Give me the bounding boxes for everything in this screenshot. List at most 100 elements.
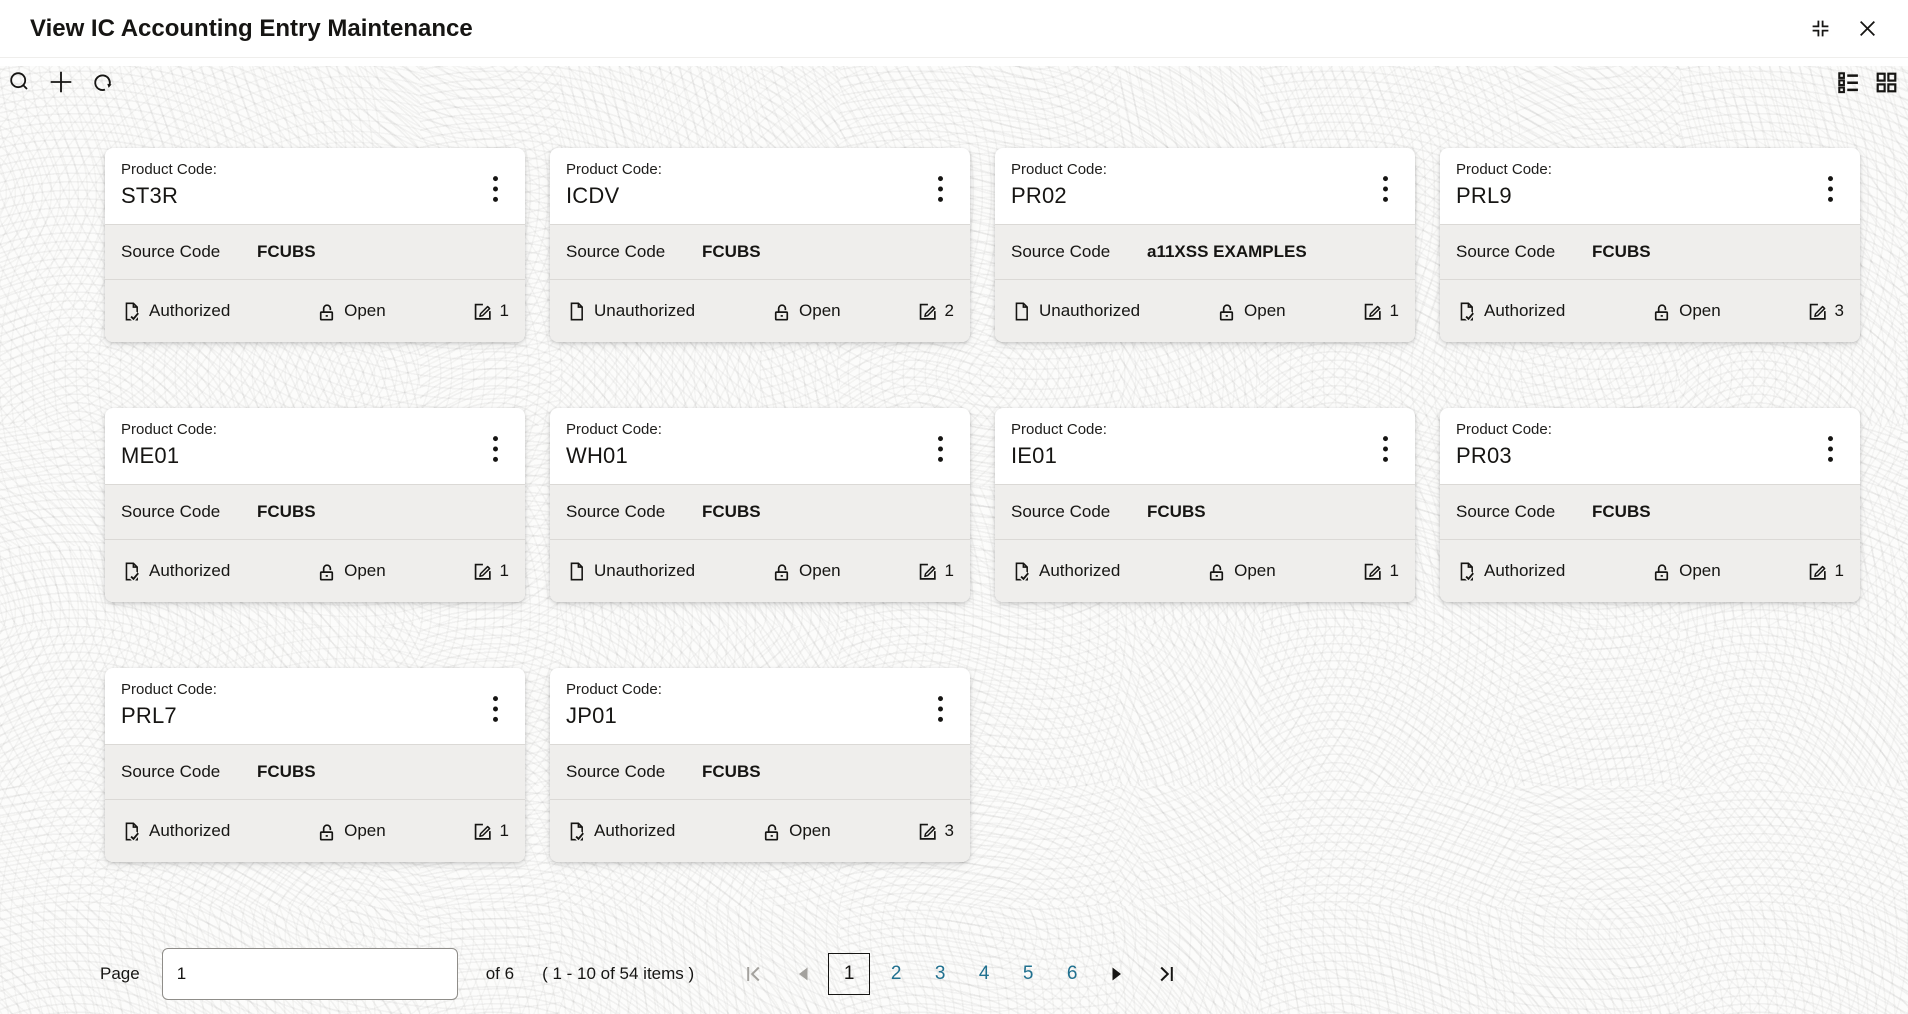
- product-card: Product Code: ME01 Source Code FCUBS: [105, 408, 525, 602]
- card-actions-menu-button[interactable]: [481, 692, 509, 726]
- record-status-text: Open: [799, 301, 841, 320]
- source-code-label: Source Code: [566, 502, 666, 521]
- page-number-3[interactable]: 3: [922, 953, 958, 995]
- kebab-icon: [492, 696, 498, 722]
- source-code-label: Source Code: [566, 242, 666, 261]
- collapse-icon: [1812, 20, 1829, 37]
- status-row: Unauthorized Open 1: [995, 279, 1415, 342]
- status-row: Authorized Open 1: [105, 279, 525, 342]
- card-actions-menu-button[interactable]: [926, 692, 954, 726]
- card-header: Product Code: ICDV: [550, 148, 970, 224]
- status-row: Authorized Open 3: [550, 799, 970, 862]
- kebab-icon: [492, 176, 498, 202]
- edit-icon: [919, 303, 936, 320]
- authorized-icon: [125, 562, 140, 582]
- page-number-4[interactable]: 4: [966, 953, 1002, 995]
- modification-count: 1: [1834, 561, 1844, 580]
- next-page-button[interactable]: [1106, 963, 1128, 985]
- product-code-value: JP01: [566, 702, 617, 728]
- kebab-icon: [1827, 176, 1833, 202]
- items-range-label: ( 1 - 10 of 54 items ): [542, 964, 695, 983]
- collapse-button[interactable]: [1810, 18, 1831, 39]
- page-number-5[interactable]: 5: [1010, 953, 1046, 995]
- status-row: Unauthorized Open 1: [550, 539, 970, 602]
- record-status-text: Open: [1679, 301, 1721, 320]
- last-page-icon: [1160, 966, 1173, 982]
- record-status-text: Open: [1244, 301, 1286, 320]
- product-code-label: Product Code:: [1011, 421, 1107, 438]
- card-actions-menu-button[interactable]: [1371, 432, 1399, 466]
- product-code-label: Product Code:: [566, 161, 662, 178]
- search-button[interactable]: [8, 70, 32, 94]
- edit-icon: [919, 823, 936, 840]
- kebab-icon: [937, 696, 943, 722]
- source-code-label: Source Code: [121, 762, 221, 781]
- status-row: Unauthorized Open 2: [550, 279, 970, 342]
- edit-icon: [474, 303, 491, 320]
- titlebar: View IC Accounting Entry Maintenance: [0, 0, 1908, 58]
- source-code-label: Source Code: [1011, 502, 1111, 521]
- source-code-value: FCUBS: [1592, 502, 1651, 521]
- close-button[interactable]: [1857, 18, 1878, 39]
- refresh-button[interactable]: [90, 70, 115, 95]
- source-code-value: a11XSS EXAMPLES: [1147, 242, 1307, 261]
- modification-count: 1: [1389, 301, 1399, 320]
- source-code-label: Source Code: [1456, 242, 1556, 261]
- open-lock-icon: [774, 563, 789, 581]
- open-lock-icon: [764, 823, 779, 841]
- card-actions-menu-button[interactable]: [481, 172, 509, 206]
- card-actions-menu-button[interactable]: [1816, 172, 1844, 206]
- card-actions-menu-button[interactable]: [1816, 432, 1844, 466]
- card-header: Product Code: JP01: [550, 668, 970, 744]
- card-actions-menu-button[interactable]: [481, 432, 509, 466]
- product-code-label: Product Code:: [121, 681, 217, 698]
- modification-count: 3: [1834, 301, 1844, 320]
- product-card: Product Code: JP01 Source Code FCUBS: [550, 668, 970, 862]
- list-view-button[interactable]: [1837, 71, 1860, 94]
- product-code-label: Product Code:: [566, 421, 662, 438]
- add-button[interactable]: [48, 69, 74, 95]
- source-code-label: Source Code: [121, 502, 221, 521]
- page-title: View IC Accounting Entry Maintenance: [30, 14, 473, 42]
- record-status-text: Open: [799, 561, 841, 580]
- source-code-row: Source Code FCUBS: [1440, 484, 1860, 539]
- last-page-button[interactable]: [1154, 963, 1176, 985]
- card-actions-menu-button[interactable]: [926, 172, 954, 206]
- status-row: Authorized Open 3: [1440, 279, 1860, 342]
- authorization-status-text: Unauthorized: [1039, 301, 1141, 320]
- status-row: Authorized Open 1: [1440, 539, 1860, 602]
- source-code-row: Source Code FCUBS: [1440, 224, 1860, 279]
- source-code-row: Source Code FCUBS: [550, 484, 970, 539]
- titlebar-actions: [1810, 18, 1878, 39]
- toolbar: [0, 66, 1908, 98]
- list-view-icon: [1838, 71, 1858, 93]
- card-actions-menu-button[interactable]: [926, 432, 954, 466]
- page-number-2[interactable]: 2: [878, 953, 914, 995]
- kebab-icon: [937, 436, 943, 462]
- first-page-button[interactable]: [744, 963, 766, 985]
- product-code-value: PRL9: [1456, 182, 1512, 208]
- kebab-icon: [1827, 436, 1833, 462]
- record-status-text: Open: [344, 821, 386, 840]
- authorization-status-text: Authorized: [149, 821, 231, 840]
- open-lock-icon: [1654, 563, 1669, 581]
- close-icon: [1860, 21, 1875, 36]
- page-number-6[interactable]: 6: [1054, 953, 1090, 995]
- page-number-1[interactable]: 1: [828, 953, 871, 995]
- previous-page-button[interactable]: [792, 963, 814, 985]
- product-card: Product Code: WH01 Source Code FCUBS: [550, 408, 970, 602]
- kebab-icon: [937, 176, 943, 202]
- modification-number: 1: [472, 821, 509, 842]
- open-lock-icon: [319, 303, 334, 321]
- card-header: Product Code: WH01: [550, 408, 970, 484]
- page-input[interactable]: [161, 948, 458, 1000]
- card-actions-menu-button[interactable]: [1371, 172, 1399, 206]
- source-code-value: FCUBS: [257, 502, 316, 521]
- first-page-icon: [747, 966, 760, 982]
- modification-number: 1: [1362, 561, 1399, 582]
- product-code-label: Product Code:: [121, 421, 217, 438]
- grid-view-button[interactable]: [1875, 71, 1898, 94]
- authorization-status: Authorized: [121, 821, 230, 842]
- product-card: Product Code: PRL7 Source Code FCUBS: [105, 668, 525, 862]
